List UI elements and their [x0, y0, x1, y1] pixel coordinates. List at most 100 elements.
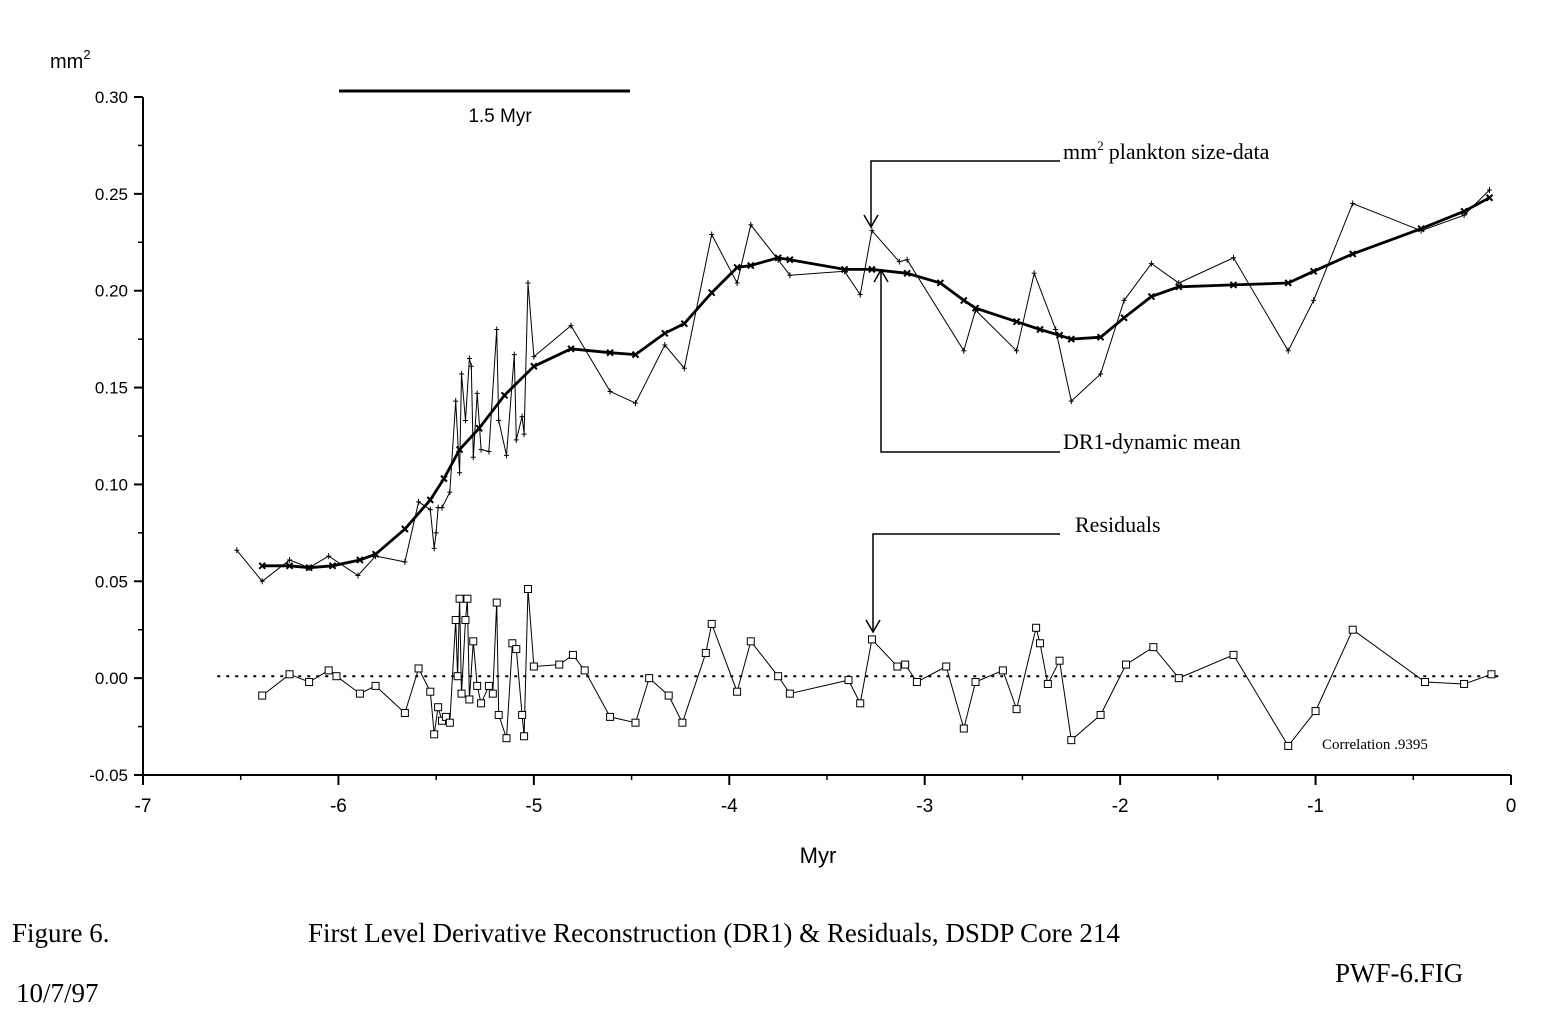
data-point-square — [529, 662, 538, 671]
data-point-square — [568, 650, 577, 659]
data-point-square — [912, 678, 921, 687]
data-point-square — [746, 637, 755, 646]
data-point-plus — [439, 504, 445, 511]
data-point-x — [733, 263, 741, 272]
data-point-x — [426, 496, 434, 504]
data-point-plus — [1350, 200, 1356, 207]
data-point-square — [645, 674, 654, 683]
data-point-square — [434, 703, 443, 712]
data-point-x — [840, 265, 849, 274]
data-point-plus — [681, 365, 687, 372]
data-point-plus — [468, 363, 474, 370]
data-point-square — [400, 709, 409, 718]
data-point-plus — [1014, 347, 1020, 354]
data-point-plus — [1148, 260, 1154, 267]
data-point-square — [371, 681, 380, 690]
annotation-dr1 — [873, 268, 1060, 453]
data-point-square — [1421, 678, 1430, 687]
data-point-x — [1460, 207, 1468, 215]
data-point-square — [1067, 736, 1076, 745]
data-point-plus — [857, 291, 863, 298]
data-point-square — [1487, 670, 1496, 679]
series-line — [262, 196, 1491, 570]
data-point-square — [555, 660, 564, 669]
annotation-residuals — [865, 533, 1060, 634]
data-point-x — [371, 550, 380, 558]
series-x — [258, 194, 1494, 572]
data-point-plus — [447, 489, 453, 496]
data-point-square — [1036, 639, 1045, 648]
data-point-square — [1311, 707, 1320, 716]
data-point-square — [606, 712, 615, 721]
data-point-x — [258, 562, 266, 570]
y-tick-label: -0.05 — [89, 766, 128, 785]
data-point-x — [1055, 331, 1064, 339]
scale-bar-label: 1.5 Myr — [468, 106, 532, 127]
data-point-x — [1229, 281, 1238, 289]
data-point-square — [998, 666, 1007, 675]
data-point-plus — [525, 279, 531, 286]
y-axis-label: mm2 — [50, 47, 91, 73]
data-point-square — [856, 699, 865, 708]
data-point-x — [903, 269, 911, 277]
data-point-square — [942, 662, 951, 671]
data-point-plus — [470, 454, 476, 461]
data-point-plus — [896, 258, 902, 265]
data-point-x — [567, 345, 575, 353]
series-plus — [234, 186, 1492, 585]
data-point-square — [453, 672, 462, 681]
data-point-plus — [1285, 347, 1291, 354]
data-point-x — [606, 348, 614, 357]
data-point-x — [960, 296, 968, 305]
x-tick-label: -2 — [1112, 796, 1129, 817]
data-point-square — [455, 594, 464, 603]
data-point-square — [1096, 710, 1105, 719]
data-point-plus — [402, 558, 408, 565]
annotation-dr1-label: DR1-dynamic mean — [1063, 429, 1241, 454]
data-point-square — [707, 619, 716, 628]
x-tick-label: -6 — [330, 796, 347, 817]
correlation-label: Correlation .9395 — [1322, 737, 1428, 753]
data-point-plus — [787, 272, 793, 279]
data-point-plus — [511, 351, 517, 358]
data-point-square — [473, 681, 482, 690]
data-point-square — [1032, 623, 1041, 632]
data-point-plus — [1053, 326, 1059, 333]
data-point-plus — [433, 529, 439, 536]
data-point-plus — [961, 347, 967, 354]
data-point-plus — [513, 436, 519, 443]
data-point-x — [1175, 283, 1183, 291]
data-point-x — [707, 288, 716, 297]
data-point-x — [455, 445, 464, 454]
data-point-square — [1460, 679, 1469, 688]
data-point-square — [426, 687, 435, 696]
data-point-plus — [1487, 186, 1492, 193]
data-point-square — [893, 662, 902, 671]
annotation-size-data — [863, 160, 1060, 229]
data-point-square — [1174, 674, 1183, 683]
y-tick-label: 0.05 — [95, 572, 128, 591]
data-point-square — [867, 635, 876, 644]
data-point-square — [332, 672, 341, 681]
data-point-square — [355, 689, 364, 698]
data-point-x — [747, 261, 755, 270]
data-point-square — [461, 616, 470, 625]
annotation-residuals-label: Residuals — [1075, 512, 1161, 537]
data-point-x — [401, 525, 409, 533]
data-point-x — [661, 329, 669, 338]
data-point-plus — [459, 371, 465, 378]
data-point-plus — [709, 231, 715, 238]
data-point-plus — [431, 545, 437, 552]
data-point-plus — [1121, 297, 1127, 304]
data-point-square — [457, 689, 466, 698]
data-point-plus — [662, 341, 668, 348]
data-point-x — [971, 304, 980, 312]
data-point-square — [451, 616, 460, 625]
data-point-plus — [1068, 398, 1074, 405]
data-point-square — [1149, 643, 1158, 652]
data-point-square — [512, 645, 521, 654]
data-point-square — [1284, 741, 1293, 750]
data-point-plus — [478, 446, 484, 453]
data-point-x — [936, 279, 945, 287]
x-tick-label: -1 — [1307, 796, 1324, 817]
